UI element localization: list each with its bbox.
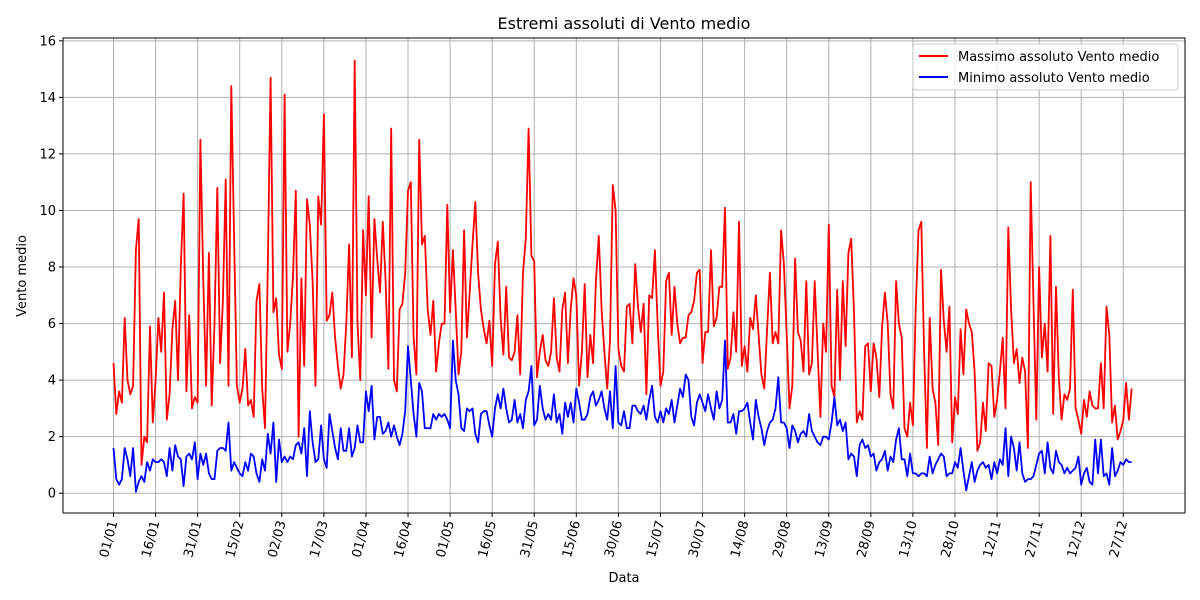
y-tick-label: 16	[39, 34, 56, 49]
legend: Massimo assoluto Vento medio Minimo asso…	[912, 43, 1179, 91]
legend-label-max: Massimo assoluto Vento medio	[958, 50, 1159, 65]
series-lines	[112, 59, 1133, 493]
y-tick-label: 6	[48, 317, 56, 332]
x-axis: 01/01 16/01 31/01 15/02 02/03 17/03 01/04 16/04…	[97, 513, 1131, 559]
series-line-max	[112, 59, 1133, 466]
chart-title: Estremi assoluti di Vento medio	[498, 14, 751, 33]
series-line-min	[112, 339, 1132, 493]
grid	[63, 38, 1185, 513]
y-tick-label: 4	[48, 374, 56, 389]
y-tick-label: 0	[48, 487, 56, 502]
legend-label-min: Minimo assoluto Vento medio	[958, 71, 1150, 86]
y-tick-label: 8	[48, 261, 56, 276]
axes-frame	[62, 37, 1186, 514]
x-axis-label: Data	[608, 571, 639, 586]
legend-box	[912, 43, 1179, 91]
y-tick-label: 14	[39, 91, 56, 106]
y-tick-label: 12	[39, 147, 56, 162]
y-tick-label: 10	[39, 204, 56, 219]
y-axis-label: Vento medio	[15, 235, 30, 317]
y-tick-label: 2	[48, 430, 56, 445]
y-axis: 0 2 4 6 8 10 12 14 16	[39, 34, 63, 502]
